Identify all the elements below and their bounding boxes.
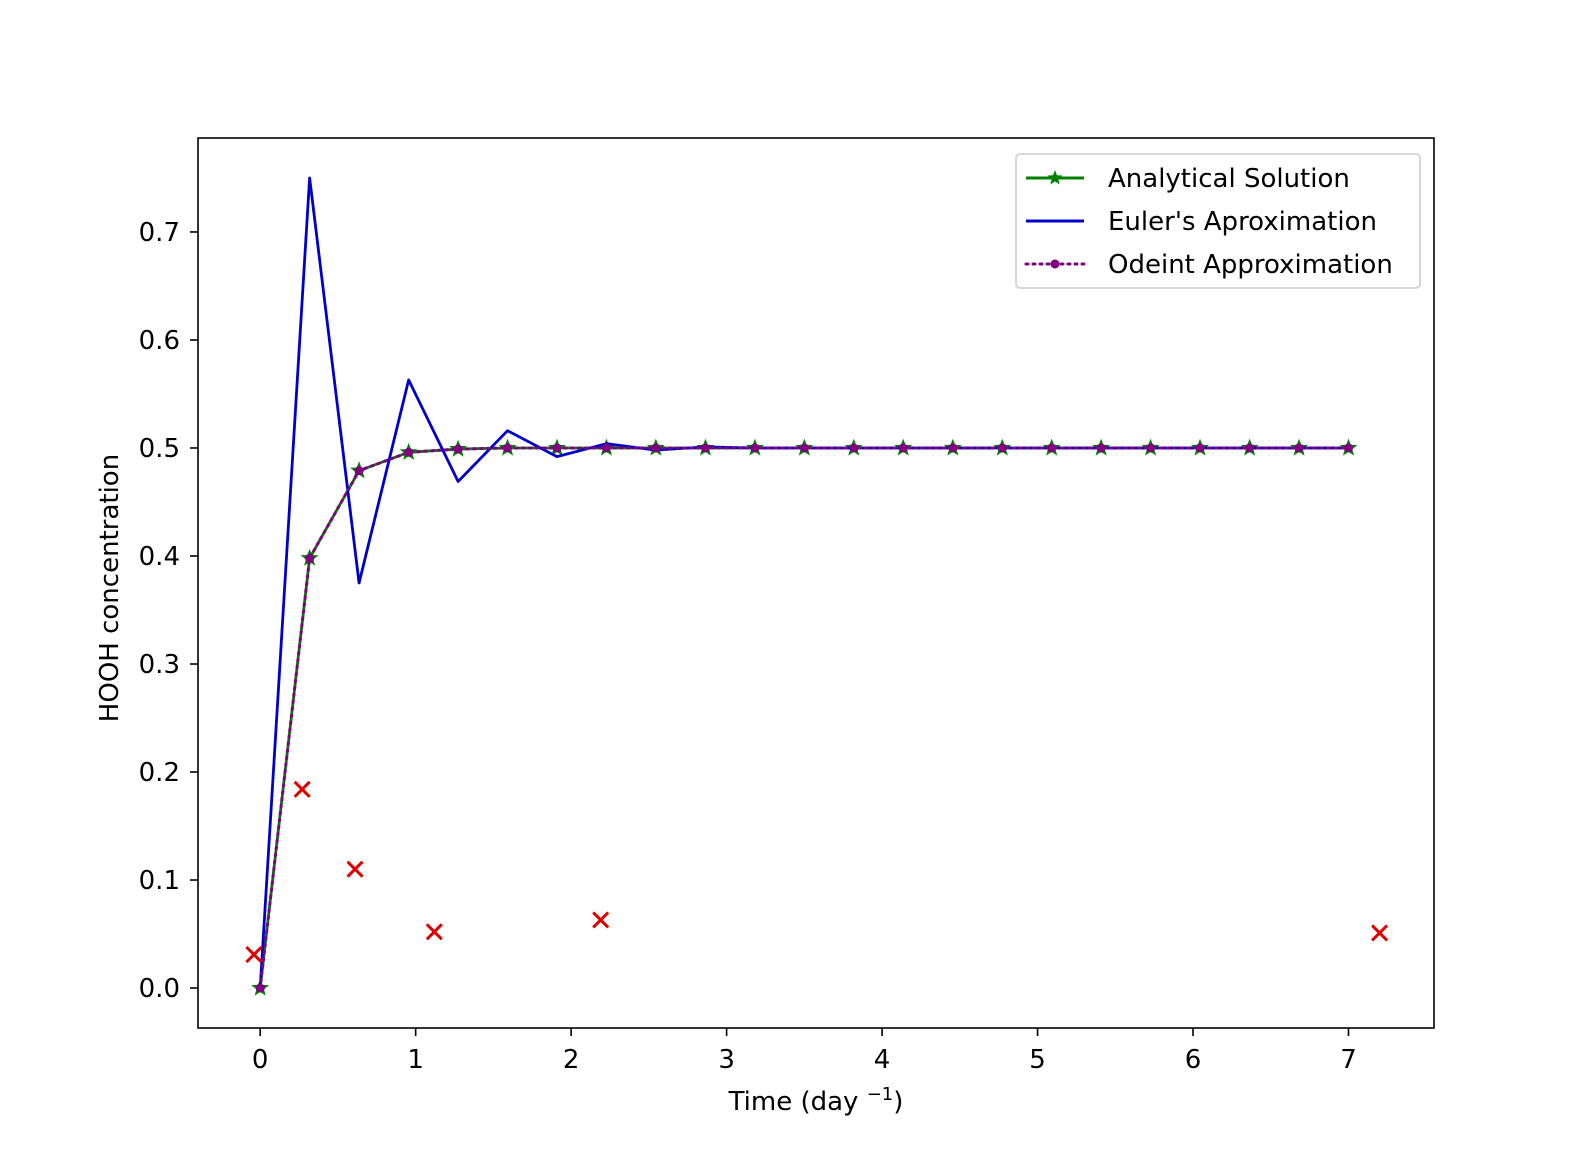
series-point-odeint-approximation-10 — [750, 443, 760, 453]
x-axis-label: Time (day −1) — [728, 1084, 904, 1117]
series-point-odeint-approximation-14 — [948, 443, 958, 453]
y-tick-label-5: 0.5 — [139, 434, 180, 464]
series-point-odeint-approximation-2 — [354, 466, 364, 476]
series-point-odeint-approximation-17 — [1096, 443, 1106, 453]
series-point-odeint-approximation-12 — [849, 443, 859, 453]
series-point-odeint-approximation-7 — [601, 443, 611, 453]
scatter-point-1-stroke-b — [293, 780, 311, 798]
legend-box — [1015, 153, 1421, 289]
x-tick-label-7: 7 — [1340, 1045, 1357, 1075]
series-point-odeint-approximation-11 — [799, 443, 809, 453]
y-tick-label-3: 0.3 — [139, 650, 180, 680]
series-point-odeint-approximation-3 — [404, 447, 414, 457]
scatter-point-4 — [592, 911, 610, 929]
legend-entry-analytical-solution: Analytical Solution — [1026, 164, 1350, 194]
series-point-odeint-approximation-18 — [1146, 443, 1156, 453]
scatter-point-5 — [1371, 924, 1389, 942]
y-axis-ticks: 0.0 0.1 0.2 0.3 0.4 0.5 0.6 0.7 — [139, 218, 198, 1004]
legend-label-euler-s-aproximation: Euler's Aproximation — [1108, 207, 1377, 237]
series-point-odeint-approximation-21 — [1294, 443, 1304, 453]
series-point-odeint-approximation-1 — [305, 553, 315, 563]
y-tick-label-0: 0.0 — [139, 974, 180, 1004]
y-axis-label: HOOH concentration — [95, 454, 125, 722]
y-tick-label-7: 0.7 — [139, 218, 180, 248]
scatter-point-0 — [245, 945, 263, 964]
x-tick-label-1: 1 — [407, 1045, 424, 1075]
legend: Analytical Solution Euler's Aproximation O… — [1015, 153, 1421, 289]
legend-marker-analytical-solution — [1047, 170, 1063, 185]
series-point-odeint-approximation-15 — [997, 443, 1007, 453]
scatter-point-3 — [425, 923, 443, 941]
plot-area-frame — [197, 137, 1435, 1029]
series-layer — [251, 176, 1358, 996]
series-point-odeint-approximation-8 — [651, 443, 661, 453]
x-axis-ticks: 0 1 2 3 4 5 6 7 — [252, 1028, 1357, 1075]
series-point-odeint-approximation-13 — [898, 443, 908, 453]
series-point-odeint-approximation-5 — [503, 443, 513, 453]
y-tick-label-4: 0.4 — [139, 542, 180, 572]
series-point-odeint-approximation-22 — [1343, 443, 1353, 453]
scatter-point-4-stroke-b — [592, 911, 610, 929]
legend-entry-euler-s-aproximation: Euler's Aproximation — [1026, 207, 1377, 237]
x-tick-label-5: 5 — [1029, 1045, 1046, 1075]
legend-entries: Analytical Solution Euler's Aproximation O… — [1024, 164, 1393, 280]
x-tick-label-6: 6 — [1185, 1045, 1202, 1075]
series-point-odeint-approximation-16 — [1047, 443, 1057, 453]
series-point-odeint-approximation-19 — [1195, 443, 1205, 453]
y-tick-label-1: 0.1 — [139, 866, 180, 896]
y-tick-label-2: 0.2 — [139, 758, 180, 788]
scatter-point-5-stroke-b — [1371, 924, 1389, 942]
x-tick-label-4: 4 — [874, 1045, 891, 1075]
x-tick-label-2: 2 — [563, 1045, 580, 1075]
scatter-point-0-stroke-b — [245, 945, 263, 964]
x-axis-label-superscript: −1 — [867, 1084, 894, 1105]
y-tick-label-6: 0.6 — [139, 326, 180, 356]
x-tick-label-3: 3 — [718, 1045, 735, 1075]
series-point-odeint-approximation-20 — [1245, 443, 1255, 453]
scatter-point-2 — [346, 860, 364, 878]
scatter-point-2-stroke-b — [346, 860, 364, 878]
scatter-point-3-stroke-b — [425, 923, 443, 941]
series-point-odeint-approximation-0 — [255, 983, 265, 993]
series-odeint-approximation — [255, 443, 1353, 993]
x-axis-label-close: ) — [893, 1087, 903, 1117]
x-tick-label-0: 0 — [252, 1045, 269, 1075]
series-point-odeint-approximation-4 — [453, 444, 463, 454]
legend-entry-odeint-approximation: Odeint Approximation — [1024, 250, 1393, 280]
series-point-odeint-approximation-9 — [700, 443, 710, 453]
scatter-point-1 — [293, 780, 311, 798]
scatter-layer — [245, 780, 1389, 964]
legend-label-odeint-approximation: Odeint Approximation — [1108, 250, 1393, 280]
x-axis-label-main: Time (day — [728, 1087, 859, 1117]
legend-marker-odeint-approximation — [1050, 259, 1060, 269]
series-point-odeint-approximation-6 — [552, 443, 562, 453]
legend-label-analytical-solution: Analytical Solution — [1108, 164, 1350, 194]
